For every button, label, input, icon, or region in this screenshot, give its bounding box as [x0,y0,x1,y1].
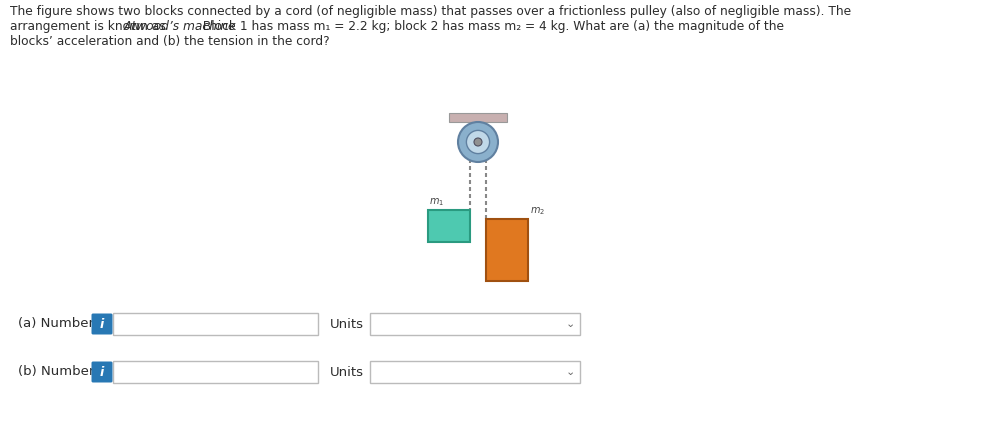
Text: ⌄: ⌄ [565,319,575,329]
Text: Units: Units [330,365,364,378]
Text: The figure shows two blocks connected by a cord (of negligible mass) that passes: The figure shows two blocks connected by… [10,5,851,18]
Text: i: i [100,318,104,330]
Bar [113,361,318,383]
FancyBboxPatch shape [92,362,112,382]
Text: arrangement is known as: arrangement is known as [10,20,170,33]
Text: (a) Number: (a) Number [18,318,94,330]
FancyBboxPatch shape [92,314,112,334]
Circle shape [474,138,482,146]
Text: blocks’ acceleration and (b) the tension in the cord?: blocks’ acceleration and (b) the tension… [10,35,330,48]
Circle shape [466,130,490,154]
Circle shape [458,122,498,162]
Text: $m_1$: $m_1$ [429,196,444,208]
Bar [449,113,507,122]
Bar [113,313,318,335]
Bar [486,219,528,281]
Text: $m_2$: $m_2$ [530,205,545,217]
Text: . Block 1 has mass m₁ = 2.2 kg; block 2 has mass m₂ = 4 kg. What are (a) the mag: . Block 1 has mass m₁ = 2.2 kg; block 2 … [195,20,784,33]
Text: (b) Number: (b) Number [18,365,94,378]
Bar [370,313,580,335]
Text: Atwood’s machine: Atwood’s machine [123,20,236,33]
Bar [370,361,580,383]
Text: Units: Units [330,318,364,330]
Text: ⌄: ⌄ [565,367,575,377]
Text: i: i [100,365,104,378]
Bar [428,210,470,242]
